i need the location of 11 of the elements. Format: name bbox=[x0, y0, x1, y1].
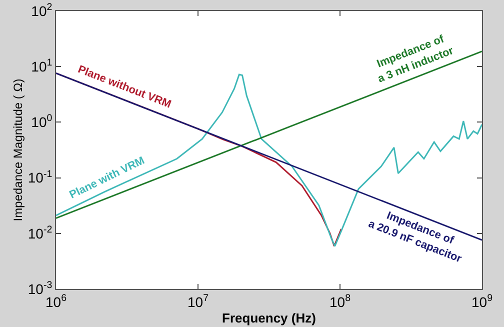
x-tick-label: 10$^{9}$ bbox=[471, 292, 493, 310]
x-tick-label: 10$^{8}$ bbox=[329, 292, 352, 310]
y-tick-label: 10$^{1}$ bbox=[31, 58, 52, 74]
y-tick-label: 10$^{-2}$ bbox=[28, 224, 52, 242]
text: Plane with VRM bbox=[68, 154, 147, 202]
y-tick-label: 10$^{0}$ bbox=[31, 113, 53, 130]
y-axis-title: Impedance Magnitude ( Ω) bbox=[11, 78, 26, 222]
y-tick-label: 10$^{-1}$ bbox=[28, 168, 52, 186]
x-axis-title: Frequency (Hz) bbox=[222, 310, 316, 326]
y-tick-label: 10$^{2}$ bbox=[31, 2, 52, 19]
x-tick-label: 10$^{7}$ bbox=[187, 292, 209, 310]
